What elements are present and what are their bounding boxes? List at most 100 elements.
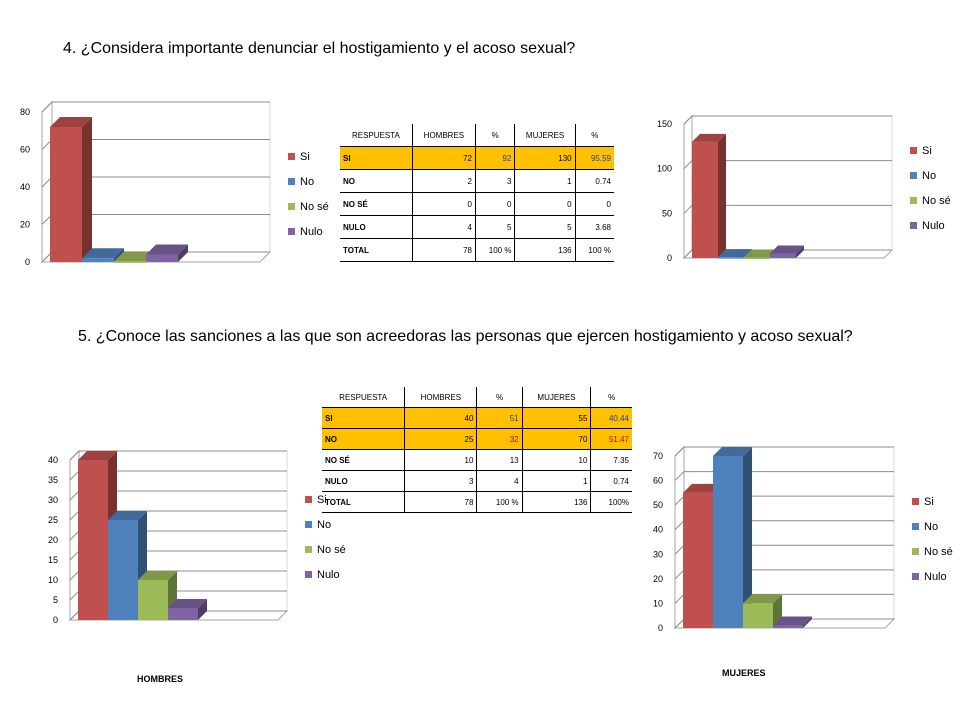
y-tick-label: 30: [48, 495, 58, 505]
y-tick-label: 0: [658, 623, 663, 633]
question-4-title: 4. ¿Considera importante denunciar el ho…: [63, 40, 576, 57]
legend-swatch: [288, 203, 295, 210]
table-row: NO 25 32 70 51.47: [322, 428, 632, 450]
column-header: %: [476, 387, 523, 408]
table-row: NO 2 3 1 0.74: [340, 169, 614, 193]
table-row: NO SÉ 0 0 0 0: [340, 192, 614, 216]
bar-nulo: [146, 244, 188, 262]
bar-nulo: [770, 245, 804, 258]
table-cell: 51.47: [590, 428, 632, 450]
table-cell: 10: [521, 449, 591, 471]
legend-swatch: [305, 496, 312, 503]
table-cell: 100 %: [574, 238, 614, 262]
legend-label: No: [300, 176, 314, 188]
q4-mujeres-chart: 0 50 100 150 Si No No sé Nulo: [657, 114, 951, 263]
legend-label: Si: [922, 145, 932, 157]
gridline: [683, 115, 892, 125]
bar-nulo: [168, 599, 207, 620]
q5-hombres-chart: 0 5 10 15 20 25 30 35 40 Si No No sé Nulo: [48, 449, 346, 625]
y-tick-label: 40: [48, 455, 58, 465]
y-tick-label: 15: [48, 555, 58, 565]
y-tick-label: 5: [53, 595, 58, 605]
question-5-title: 5. ¿Conoce las sanciones a las que son a…: [78, 328, 853, 345]
legend-label: Nulo: [922, 220, 945, 232]
q5-mujeres-chart: 0 10 20 30 40 50 60 70 Si No No sé Nulo: [653, 445, 953, 633]
chart-side-wall: [674, 445, 685, 630]
table-cell: 70: [521, 428, 591, 450]
y-tick-label: 0: [667, 253, 672, 263]
legend-label: Nulo: [924, 571, 947, 583]
table-header-row: RESPUESTA HOMBRES% MUJERES%: [340, 124, 614, 147]
table-cell: 0: [474, 192, 515, 216]
column-header: RESPUESTA: [322, 387, 405, 408]
legend-label: Nulo: [317, 569, 340, 581]
table-row: NO SÉ 10 13 10 7.35: [322, 449, 632, 471]
table-cell: 4: [411, 215, 476, 239]
bar-no: [713, 447, 752, 628]
column-header: %: [590, 387, 632, 408]
table-cell: NO SÉ: [322, 449, 405, 471]
legend-label: No sé: [317, 544, 346, 556]
legend-label: No: [922, 170, 936, 182]
table-cell: 78: [404, 491, 477, 513]
column-header: MUJERES: [514, 124, 576, 147]
table-cell: 100 %: [474, 238, 515, 262]
y-tick-label: 0: [25, 257, 30, 267]
table-cell: 25: [404, 428, 477, 450]
bar-no: [82, 248, 124, 262]
table-cell: NULO: [322, 470, 405, 492]
y-tick-label: 25: [48, 515, 58, 525]
hombres-caption: HOMBRES: [137, 674, 184, 684]
y-tick-label: 60: [653, 476, 663, 486]
table-cell: 5: [474, 215, 515, 239]
table-cell: 4: [476, 470, 523, 492]
table-cell: TOTAL: [340, 238, 413, 262]
y-tick-label: 10: [653, 598, 663, 608]
table-cell: 0.74: [574, 169, 614, 193]
column-header: %: [474, 124, 515, 147]
table-cell: NO: [340, 169, 413, 193]
legend-swatch: [912, 523, 919, 530]
table-row: NULO 3 4 1 0.74: [322, 470, 632, 492]
gridline: [69, 450, 287, 461]
y-tick-label: 40: [653, 525, 663, 535]
legend-swatch: [910, 197, 917, 204]
legend-label: No sé: [300, 201, 329, 213]
legend-swatch: [910, 222, 917, 229]
bar-nulo: [773, 616, 812, 628]
table-cell: 130: [514, 146, 576, 170]
legend-swatch: [305, 546, 312, 553]
table-cell: SI: [340, 146, 413, 170]
table-cell: 95.59: [574, 146, 614, 170]
table-cell: 100%: [590, 491, 632, 513]
table-row: NULO 4 5 5 3.68: [340, 215, 614, 239]
bar-nos: [743, 594, 782, 628]
bar-si: [692, 133, 726, 258]
table-cell: 2: [411, 169, 476, 193]
legend-swatch: [288, 228, 295, 235]
table-cell: NO SÉ: [340, 192, 413, 216]
legend-label: No: [924, 521, 938, 533]
y-tick-label: 35: [48, 475, 58, 485]
table-cell: 136: [521, 491, 591, 513]
q4-results-table: RESPUESTA HOMBRES% MUJERES% SI 72 92 130 95.59 N…: [340, 124, 614, 262]
table-cell: 3: [404, 470, 477, 492]
legend-swatch: [912, 573, 919, 580]
legend-swatch: [305, 571, 312, 578]
y-tick-label: 20: [20, 220, 30, 230]
table-row: TOTAL 78 100 % 136 100 %: [340, 238, 614, 262]
table-cell: NULO: [340, 215, 413, 239]
table-cell: 1: [521, 470, 591, 492]
chart-side-wall: [683, 114, 693, 260]
table-cell: SI: [322, 407, 405, 429]
table-cell: 13: [476, 449, 523, 471]
table-row: SI 40 51 55 40.44: [322, 407, 632, 429]
table-row: TOTAL 78 100 % 136 100%: [322, 491, 632, 513]
table-cell: 0: [514, 192, 576, 216]
legend-swatch: [912, 548, 919, 555]
y-tick-label: 20: [48, 535, 58, 545]
q4-hombres-chart: 0 20 40 60 80 Si No No sé Nulo: [20, 100, 329, 267]
table-cell: 10: [404, 449, 477, 471]
table-cell: 0.74: [590, 470, 632, 492]
y-tick-label: 60: [20, 145, 30, 155]
